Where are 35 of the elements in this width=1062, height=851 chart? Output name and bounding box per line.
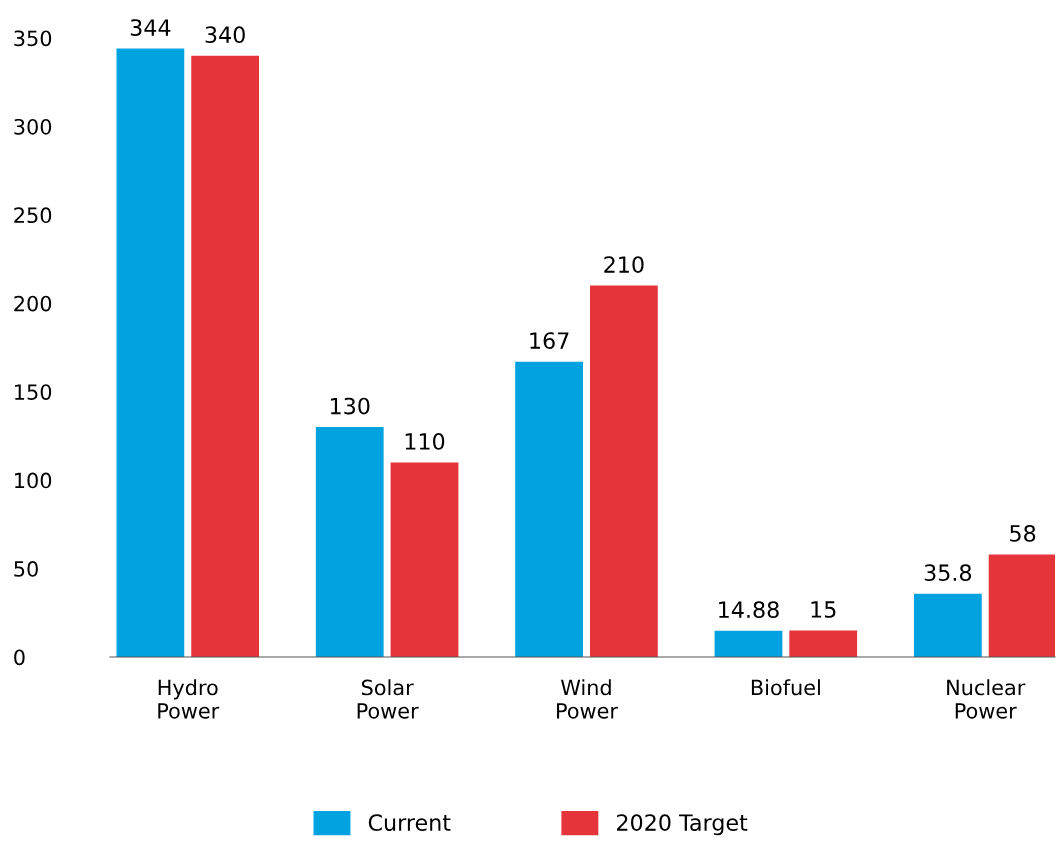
data-label: 35.8 (924, 564, 972, 582)
bar (589, 285, 658, 657)
bar (315, 427, 384, 657)
legend-label: Current (368, 814, 451, 831)
data-label: 340 (205, 26, 245, 44)
y-tick-label: 250 (14, 207, 52, 224)
y-tick-label: 350 (14, 30, 52, 47)
y-tick-label: 200 (14, 295, 52, 312)
data-label: 14.88 (719, 601, 779, 619)
y-tick-label: 100 (15, 472, 52, 489)
bar (714, 630, 783, 657)
bar (913, 593, 982, 657)
bar (789, 630, 858, 657)
data-label: 15 (811, 601, 836, 618)
y-tick-label: 150 (15, 384, 52, 400)
data-label: 130 (330, 397, 370, 415)
bar (390, 462, 459, 657)
x-tick-label: Solar Power (357, 679, 419, 719)
x-tick-label: Hydro Power (158, 679, 220, 719)
data-label: 167 (530, 332, 569, 350)
y-tick-label: 300 (14, 118, 52, 135)
x-tick-label: Biofuel (751, 679, 820, 696)
y-tick-label: 50 (14, 561, 38, 577)
bar (191, 55, 260, 657)
data-label: 58 (1010, 524, 1036, 542)
data-label: 110 (405, 433, 445, 450)
data-label: 210 (604, 256, 644, 273)
y-tick-label: 0 (14, 649, 25, 666)
bar (515, 361, 583, 657)
bar (988, 554, 1055, 657)
x-tick-label: Nuclear Power (947, 679, 1026, 719)
x-tick-label: Wind Power (557, 679, 618, 719)
legend-label: 2020 Target (617, 814, 748, 836)
bar (116, 48, 185, 657)
data-label: 344 (130, 19, 171, 36)
